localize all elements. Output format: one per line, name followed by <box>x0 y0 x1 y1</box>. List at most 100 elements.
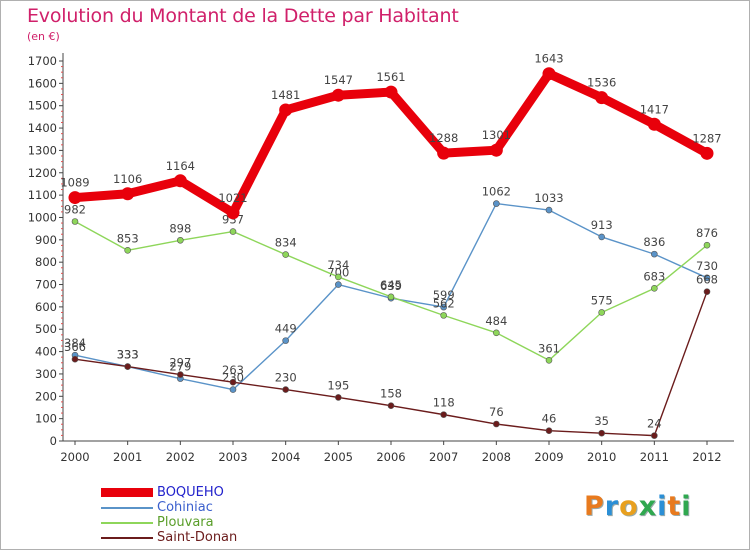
x-tick-label: 2010 <box>587 450 616 464</box>
data-point-saint-donan <box>651 432 658 439</box>
data-point-boqueho <box>279 103 293 117</box>
data-label-plouvara: 734 <box>327 258 349 272</box>
data-point-saint-donan <box>177 371 184 378</box>
data-label-plouvara: 853 <box>117 231 139 245</box>
data-label-cohiniac: 449 <box>275 322 297 336</box>
data-label-boqueho: 1164 <box>166 159 195 173</box>
data-label-boqueho: 1481 <box>271 88 300 102</box>
legend-label-cohiniac: Cohiniac <box>157 500 213 515</box>
data-point-cohiniac <box>229 386 237 393</box>
proxiti-logo: Proxiti <box>584 491 692 522</box>
data-label-boqueho: 1301 <box>482 128 511 142</box>
data-point-plouvara <box>335 273 342 281</box>
legend-label-plouvara: Plouvara <box>157 515 214 530</box>
logo-letter: r <box>604 491 620 522</box>
data-point-saint-donan <box>335 394 342 401</box>
y-tick-label: 400 <box>35 345 57 359</box>
y-tick-label: 300 <box>35 367 57 381</box>
data-point-plouvara <box>124 247 131 254</box>
data-label-saint-donan: 297 <box>169 356 191 370</box>
data-point-plouvara <box>545 357 553 364</box>
logo-letter: x <box>638 491 658 522</box>
data-point-boqueho <box>331 88 345 102</box>
data-point-plouvara <box>440 312 447 319</box>
data-label-plouvara: 876 <box>696 226 718 240</box>
data-label-plouvara: 645 <box>380 278 402 292</box>
data-point-boqueho <box>700 146 714 160</box>
data-label-cohiniac: 836 <box>643 235 665 249</box>
x-tick-label: 2012 <box>692 450 721 464</box>
data-label-plouvara: 575 <box>591 293 613 307</box>
legend-swatch-cohiniac <box>101 506 153 509</box>
x-tick-label: 2006 <box>376 450 405 464</box>
data-point-saint-donan <box>545 427 553 435</box>
data-label-saint-donan: 195 <box>327 378 349 392</box>
data-label-saint-donan: 24 <box>647 417 662 431</box>
legend-swatch-plouvara <box>101 521 153 524</box>
data-point-cohiniac <box>282 337 289 344</box>
data-point-boqueho <box>437 146 451 160</box>
data-label-boqueho: 1287 <box>692 131 721 145</box>
data-label-plouvara: 834 <box>275 236 297 250</box>
data-label-saint-donan: 76 <box>489 405 504 419</box>
data-label-saint-donan: 230 <box>275 371 297 385</box>
y-tick-label: 1300 <box>28 143 57 157</box>
x-tick-label: 2011 <box>640 450 669 464</box>
data-label-cohiniac: 1062 <box>482 185 511 199</box>
y-tick-label: 200 <box>35 389 57 403</box>
legend-swatch-boqueho <box>101 488 153 497</box>
data-point-plouvara <box>282 251 289 258</box>
data-point-cohiniac <box>545 206 553 214</box>
data-point-cohiniac <box>335 281 342 288</box>
logo-letter: t <box>667 491 682 522</box>
data-point-saint-donan <box>124 363 131 370</box>
data-label-cohiniac: 599 <box>433 288 455 302</box>
data-label-cohiniac: 700 <box>327 266 349 280</box>
data-point-plouvara <box>598 309 605 316</box>
data-point-plouvara <box>387 293 395 301</box>
x-tick-label: 2000 <box>60 450 89 464</box>
x-tick-label: 2007 <box>429 450 458 464</box>
logo-letter: o <box>619 491 639 522</box>
logo-letter: i <box>657 491 668 522</box>
legend-item-plouvara: Plouvara <box>101 515 237 530</box>
y-tick-label: 1700 <box>28 54 57 68</box>
data-label-plouvara: 361 <box>538 341 560 355</box>
data-point-saint-donan <box>71 355 79 363</box>
x-tick-label: 2002 <box>166 450 195 464</box>
legend-label-boqueho: BOQUEHO <box>157 485 224 500</box>
data-label-plouvara: 982 <box>64 202 86 216</box>
data-point-saint-donan <box>493 420 500 428</box>
data-label-saint-donan: 333 <box>117 348 139 362</box>
data-point-saint-donan <box>703 288 711 295</box>
data-point-boqueho <box>489 143 503 157</box>
data-label-cohiniac: 279 <box>169 360 191 374</box>
data-label-saint-donan: 263 <box>222 363 244 377</box>
data-label-boqueho: 1288 <box>429 131 458 145</box>
data-label-saint-donan: 366 <box>64 340 86 354</box>
data-label-cohiniac: 913 <box>591 218 613 232</box>
data-label-cohiniac: 384 <box>64 336 86 350</box>
data-point-boqueho <box>173 174 187 188</box>
data-label-boqueho: 1643 <box>534 52 563 66</box>
y-tick-label: 700 <box>35 278 57 292</box>
data-point-boqueho <box>68 191 82 205</box>
data-label-boqueho: 1536 <box>587 76 616 90</box>
data-label-boqueho: 1417 <box>640 102 669 116</box>
legend-item-saint-donan: Saint-Donan <box>101 530 237 545</box>
chart-legend: BOQUEHO Cohiniac Plouvara Saint-Donan <box>101 485 237 545</box>
legend-label-saint-donan: Saint-Donan <box>157 530 238 545</box>
data-label-saint-donan: 668 <box>696 273 718 287</box>
data-point-boqueho <box>542 67 556 81</box>
y-tick-label: 1000 <box>28 210 57 224</box>
y-tick-label: 500 <box>35 322 57 336</box>
data-label-plouvara: 683 <box>643 269 665 283</box>
y-tick-label: 1100 <box>28 188 57 202</box>
data-label-plouvara: 484 <box>485 314 507 328</box>
data-point-cohiniac <box>440 303 447 311</box>
y-tick-label: 1400 <box>28 121 57 135</box>
data-point-plouvara <box>71 218 79 225</box>
data-label-cohiniac: 730 <box>696 259 718 273</box>
